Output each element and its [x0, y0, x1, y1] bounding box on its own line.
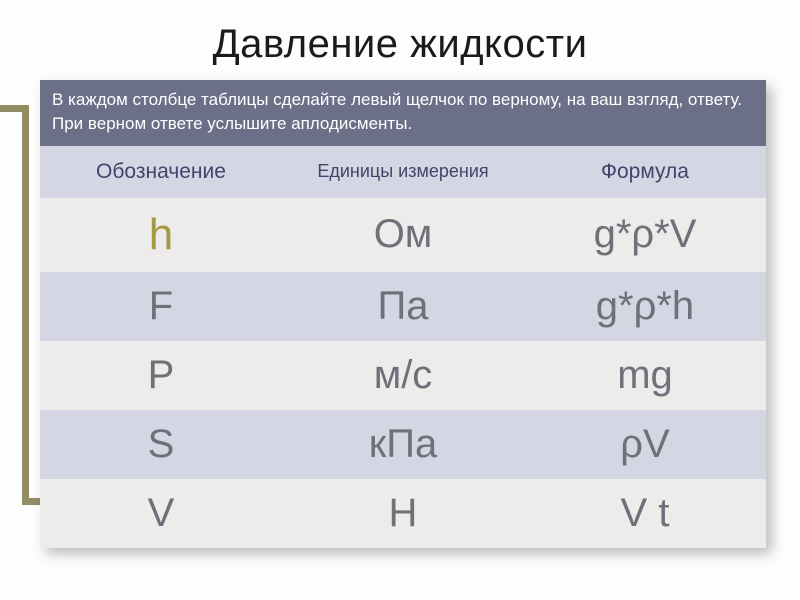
- page-title: Давление жидкости: [0, 22, 800, 67]
- quiz-cell[interactable]: Н: [282, 479, 524, 548]
- quiz-cell[interactable]: м/с: [282, 341, 524, 410]
- header-col2: Единицы измерения: [282, 146, 524, 198]
- quiz-table: В каждом столбце таблицы сделайте левый …: [40, 80, 766, 548]
- quiz-cell[interactable]: mg: [524, 341, 766, 410]
- quiz-cell[interactable]: F: [40, 272, 282, 341]
- quiz-cell[interactable]: ρV: [524, 410, 766, 479]
- instruction-row: В каждом столбце таблицы сделайте левый …: [40, 80, 766, 146]
- table-row: P м/с mg: [40, 341, 766, 410]
- quiz-cell[interactable]: Ом: [282, 198, 524, 272]
- header-row: Обозначение Единицы измерения Формула: [40, 146, 766, 198]
- quiz-cell[interactable]: V t: [524, 479, 766, 548]
- cell-value: h: [149, 210, 173, 259]
- accent-stripe-left: [22, 105, 29, 505]
- quiz-cell[interactable]: S: [40, 410, 282, 479]
- table-row: S кПа ρV: [40, 410, 766, 479]
- quiz-cell[interactable]: g*ρ*V: [524, 198, 766, 272]
- quiz-cell[interactable]: P: [40, 341, 282, 410]
- table-row: V Н V t: [40, 479, 766, 548]
- quiz-cell[interactable]: кПа: [282, 410, 524, 479]
- quiz-cell[interactable]: Па: [282, 272, 524, 341]
- header-col3: Формула: [524, 146, 766, 198]
- header-col1: Обозначение: [40, 146, 282, 198]
- quiz-cell[interactable]: g*ρ*h: [524, 272, 766, 341]
- instruction-text: В каждом столбце таблицы сделайте левый …: [40, 80, 766, 146]
- table-row: F Па g*ρ*h: [40, 272, 766, 341]
- table-row: h Ом g*ρ*V: [40, 198, 766, 272]
- quiz-cell[interactable]: V: [40, 479, 282, 548]
- quiz-cell[interactable]: h: [40, 198, 282, 272]
